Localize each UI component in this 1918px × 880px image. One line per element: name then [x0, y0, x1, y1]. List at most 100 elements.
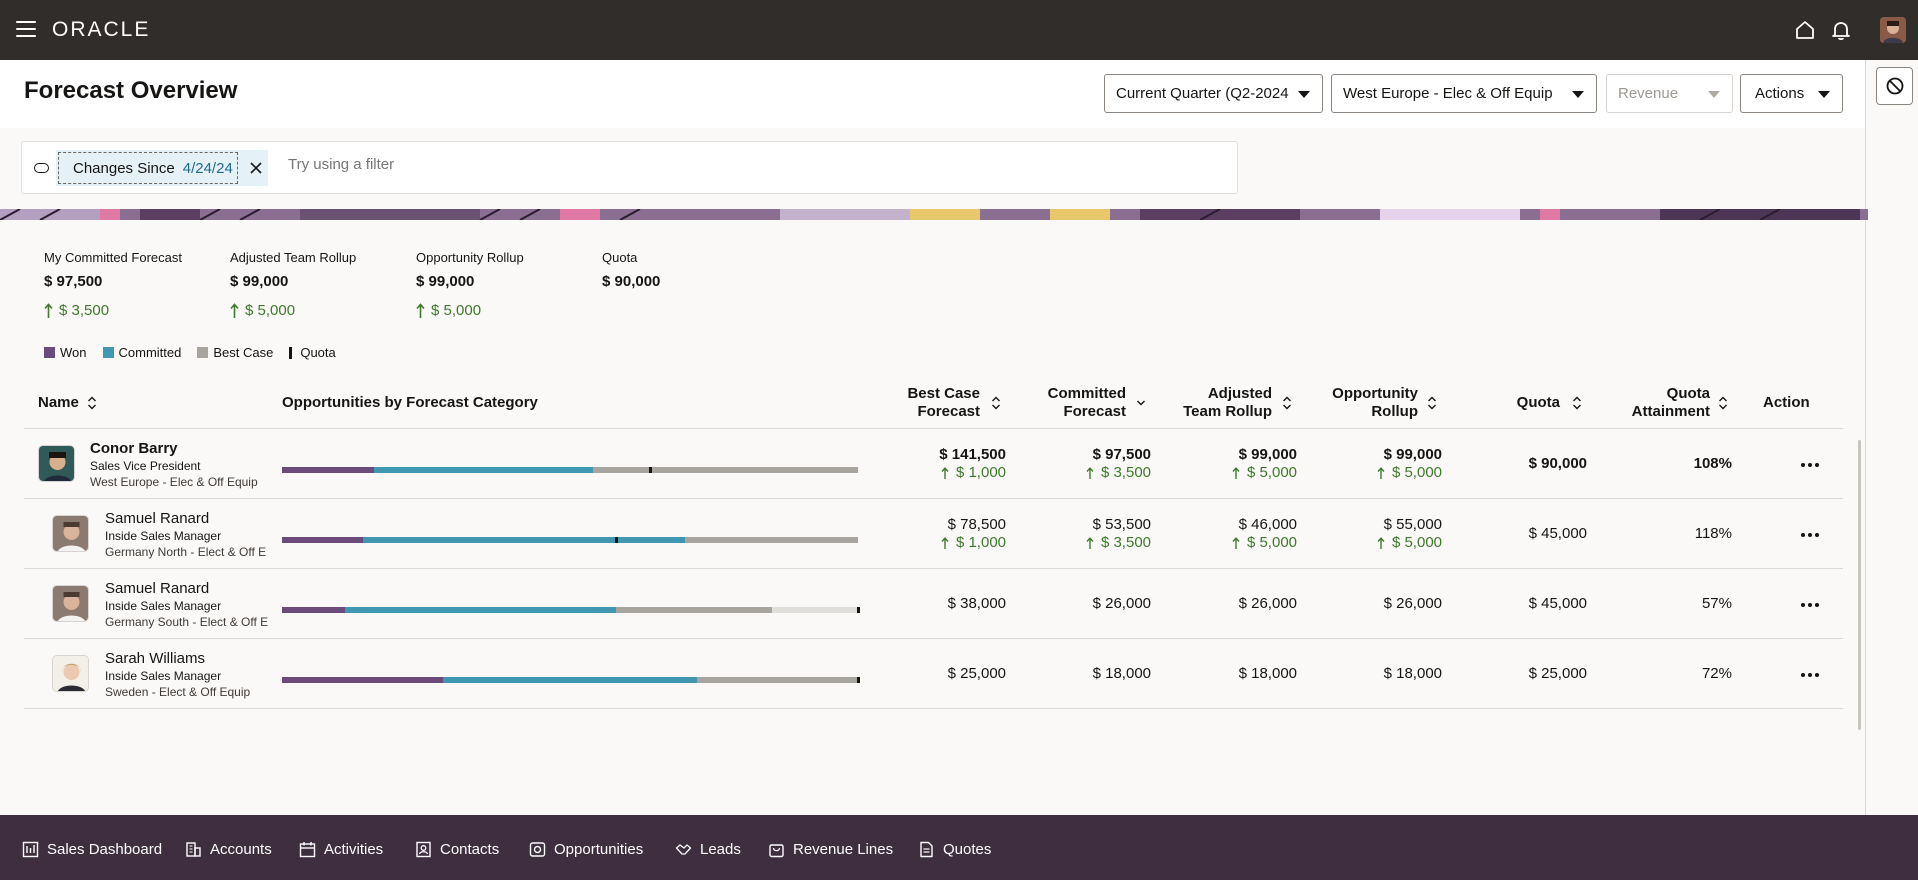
measure-select-value: Revenue: [1618, 85, 1679, 102]
cell-best-case-forecast: $ 38,000: [880, 595, 1006, 613]
cell-value: $ 26,000: [1383, 595, 1442, 612]
person-name[interactable]: Samuel Ranard: [105, 510, 210, 527]
header-label: Adjusted: [1207, 385, 1272, 402]
home-icon[interactable]: [1793, 18, 1817, 42]
top-bar: ORACLE: [0, 0, 1918, 60]
nav-activities[interactable]: Activities: [299, 841, 383, 858]
cell-quota: $ 90,000: [1460, 455, 1587, 473]
metric-change: $ 5,000: [416, 302, 524, 319]
arrow-up-icon: [941, 536, 949, 549]
column-header-quota-attainment[interactable]: Quota Attainment: [1610, 385, 1710, 421]
nav-revenue-lines[interactable]: Revenue Lines: [768, 841, 893, 858]
cell-opportunity-rollup: $ 55,000 $ 5,000: [1316, 516, 1442, 552]
document-icon: [920, 841, 933, 858]
avatar[interactable]: [52, 515, 89, 552]
filter-chip-label[interactable]: Changes Since 4/24/24: [58, 152, 238, 184]
person-name[interactable]: Conor Barry: [90, 440, 178, 457]
column-header-committed-forecast[interactable]: Committed Forecast: [1026, 385, 1126, 421]
cell-quota-attainment: 118%: [1610, 525, 1732, 543]
row-actions-button[interactable]: [1797, 525, 1823, 545]
metric-adjusted-team-rollup: Adjusted Team Rollup $ 99,000 $ 5,000: [230, 250, 356, 319]
row-divider: [24, 708, 1843, 709]
arrow-up-icon: [230, 302, 239, 318]
column-header-quota[interactable]: Quota: [1460, 394, 1560, 412]
column-header-best-case-forecast[interactable]: Best Case Forecast: [880, 385, 980, 421]
actions-menu-button[interactable]: Actions: [1740, 74, 1843, 113]
user-avatar[interactable]: [1880, 17, 1906, 43]
cell-change-value: $ 1,000: [955, 534, 1006, 551]
avatar[interactable]: [52, 585, 89, 622]
bar-committed: [282, 537, 686, 543]
cell-change: $ 5,000: [1316, 534, 1442, 552]
arrow-up-icon: [1232, 536, 1240, 549]
row-name-cell: Samuel Ranard Inside Sales Manager Germa…: [105, 580, 268, 630]
cell-adjusted-team-rollup: $ 46,000 $ 5,000: [1171, 516, 1297, 552]
sort-icon[interactable]: [1718, 396, 1728, 410]
scrollbar[interactable]: [1858, 440, 1861, 730]
nav-contacts[interactable]: Contacts: [415, 841, 499, 858]
bar-committed: [282, 677, 697, 683]
metric-label: Opportunity Rollup: [416, 250, 524, 265]
cell-change: $ 1,000: [880, 464, 1006, 482]
nav-label: Sales Dashboard: [47, 841, 163, 858]
sort-icon[interactable]: [991, 396, 1001, 410]
cell-value: $ 141,500: [939, 446, 1006, 463]
nav-accounts[interactable]: Accounts: [185, 841, 272, 858]
nav-opportunities[interactable]: Opportunities: [529, 841, 643, 858]
sort-icon[interactable]: [1427, 396, 1437, 410]
nav-leads[interactable]: Leads: [675, 841, 741, 858]
person-title: Sales Vice President: [90, 459, 201, 473]
nav-label: Contacts: [440, 841, 500, 858]
row-actions-button[interactable]: [1797, 595, 1823, 615]
person-name[interactable]: Sarah Williams: [105, 650, 206, 667]
avatar[interactable]: [52, 655, 89, 692]
notifications-bell-icon[interactable]: [1829, 18, 1853, 42]
cell-value: $ 97,500: [1092, 446, 1151, 463]
sort-icon[interactable]: [87, 396, 97, 410]
header-label: Rollup: [1371, 403, 1418, 420]
row-actions-button[interactable]: [1797, 455, 1823, 475]
header-label: Forecast: [1063, 403, 1126, 420]
person-name[interactable]: Samuel Ranard: [105, 580, 210, 597]
oracle-logo: ORACLE: [52, 18, 151, 41]
sort-icon[interactable]: [1282, 396, 1292, 410]
nav-sales-dashboard[interactable]: Sales Dashboard: [22, 841, 162, 858]
period-select[interactable]: Current Quarter (Q2-2024: [1104, 74, 1323, 113]
cell-best-case-forecast: $ 25,000: [880, 665, 1006, 683]
row-actions-button[interactable]: [1797, 665, 1823, 685]
nav-quotes[interactable]: Quotes: [918, 841, 991, 858]
metric-value: $ 99,000: [416, 273, 475, 290]
metric-value: $ 97,500: [44, 273, 103, 290]
column-header-opportunity-rollup[interactable]: Opportunity Rollup: [1318, 385, 1418, 421]
avatar[interactable]: [38, 445, 75, 482]
person-title: Inside Sales Manager: [105, 599, 222, 613]
period-select-value: Current Quarter (Q2-2024: [1116, 85, 1289, 102]
measure-select[interactable]: Revenue: [1606, 74, 1733, 113]
filter-toggle-icon[interactable]: [34, 163, 49, 173]
territory-select[interactable]: West Europe - Elec & Off Equip: [1331, 74, 1597, 113]
side-panel-button[interactable]: [1876, 67, 1913, 105]
close-icon[interactable]: [247, 159, 265, 177]
column-header-name[interactable]: Name: [38, 394, 79, 411]
cell-quota-attainment: 57%: [1610, 595, 1732, 613]
metric-label: My Committed Forecast: [44, 250, 182, 265]
bar-quota-marker: [856, 677, 860, 683]
actions-label: Actions: [1755, 85, 1805, 102]
bar-won: [282, 467, 375, 473]
nav-label: Opportunities: [554, 841, 644, 858]
sort-descending-icon[interactable]: [1136, 396, 1146, 410]
legend-quota: Quota: [289, 345, 336, 360]
column-header-adjusted-team-rollup[interactable]: Adjusted Team Rollup: [1172, 385, 1272, 421]
handshake-icon: [675, 844, 692, 855]
menu-icon[interactable]: [16, 21, 36, 37]
chevron-down-icon: [1818, 91, 1830, 98]
sort-icon[interactable]: [1572, 396, 1582, 410]
nav-label: Leads: [700, 841, 741, 858]
arrow-up-icon: [1232, 466, 1240, 479]
cell-adjusted-team-rollup: $ 18,000: [1171, 665, 1297, 683]
page-title: Forecast Overview: [24, 77, 238, 104]
header-divider: [24, 428, 1843, 429]
cell-value: $ 18,000: [1238, 665, 1297, 682]
filter-input[interactable]: [288, 156, 888, 173]
metric-change-value: $ 5,000: [245, 302, 296, 319]
